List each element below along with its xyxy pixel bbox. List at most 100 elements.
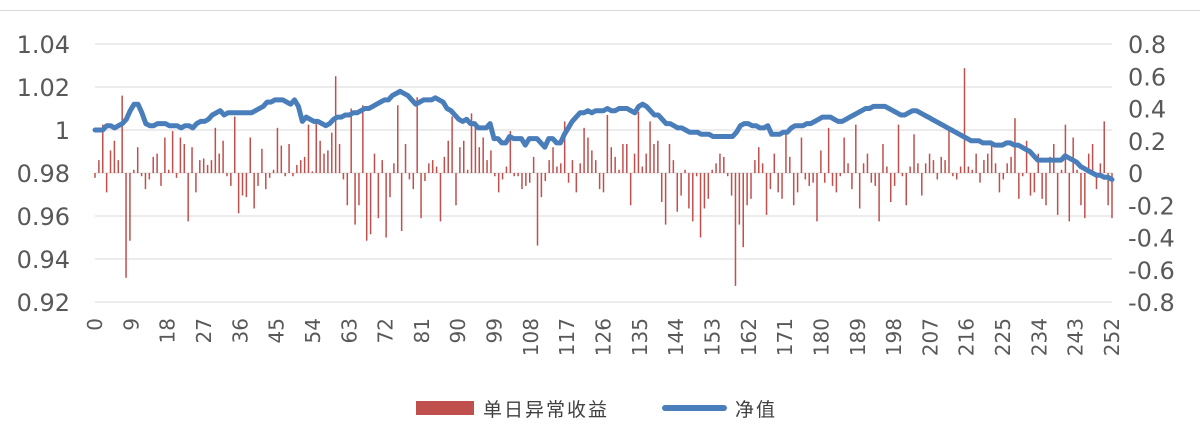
abnormal-return-bar <box>633 153 636 173</box>
abnormal-return-bar <box>175 173 178 178</box>
abnormal-return-bar <box>672 160 675 173</box>
left-tick-label: 0.96 <box>17 203 70 231</box>
x-tick-label: 243 <box>1064 318 1088 356</box>
abnormal-return-bar <box>389 173 391 198</box>
abnormal-return-bar <box>645 153 647 173</box>
abnormal-return-bar <box>785 131 787 173</box>
abnormal-return-bar <box>591 150 593 173</box>
abnormal-return-bar <box>179 137 182 173</box>
abnormal-return-bar <box>1080 173 1082 206</box>
abnormal-return-bar <box>594 160 597 173</box>
x-tick-label: 207 <box>918 318 942 356</box>
abnormal-return-bar <box>521 173 523 190</box>
abnormal-return-bar <box>354 173 356 225</box>
abnormal-return-bar <box>738 173 741 225</box>
left-tick-label: 0.92 <box>17 289 70 317</box>
abnormal-return-bar <box>125 173 127 278</box>
abnormal-return-bar <box>750 173 752 199</box>
abnormal-return-bar <box>1099 163 1102 173</box>
x-tick-label: 189 <box>846 318 870 356</box>
abnormal-return-bar <box>959 166 962 173</box>
abnormal-return-bar <box>688 173 690 209</box>
abnormal-return-bar <box>769 173 772 190</box>
x-tick-label: 27 <box>192 318 216 343</box>
x-tick-label: 18 <box>156 318 180 343</box>
abnormal-return-bar <box>443 156 446 173</box>
abnormal-return-bar <box>831 173 834 186</box>
right-tick-label: 0.6 <box>1128 63 1166 91</box>
abnormal-return-bar <box>416 97 418 173</box>
abnormal-return-bar <box>975 153 977 173</box>
nav-line <box>92 88 1115 182</box>
abnormal-return-bar <box>265 173 267 190</box>
abnormal-return-bar <box>1072 137 1074 173</box>
abnormal-return-bar <box>548 160 550 173</box>
abnormal-return-bar <box>606 114 609 173</box>
abnormal-return-bar <box>210 160 213 173</box>
abnormal-return-bar <box>730 173 733 196</box>
abnormal-return-bar <box>878 173 880 222</box>
abnormal-return-bar <box>715 163 717 173</box>
abnormal-return-bar <box>1087 153 1090 173</box>
abnormal-return-bar <box>719 153 721 173</box>
abnormal-return-bar <box>653 143 655 173</box>
abnormal-return-bar <box>952 173 954 177</box>
abnormal-return-bar <box>901 173 904 177</box>
abnormal-return-bar <box>626 143 628 173</box>
x-tick-label: 72 <box>374 318 398 343</box>
abnormal-return-bar <box>692 173 694 222</box>
abnormal-return-bar <box>614 156 616 173</box>
abnormal-return-bar <box>303 156 306 173</box>
abnormal-return-bar <box>331 132 333 173</box>
right-tick-label: 0.2 <box>1128 128 1166 156</box>
abnormal-return-bar <box>233 116 236 173</box>
abnormal-return-bar <box>847 163 849 173</box>
abnormal-return-bar <box>979 173 981 183</box>
abnormal-return-bar <box>866 153 869 173</box>
abnormal-return-bar <box>451 116 453 173</box>
abnormal-return-bar <box>129 173 131 241</box>
abnormal-return-bar <box>983 160 985 173</box>
abnormal-return-bar <box>540 173 543 198</box>
x-tick-label: 9 <box>119 318 143 331</box>
abnormal-return-bar <box>1002 173 1005 180</box>
abnormal-return-bar <box>385 173 387 238</box>
left-tick-label: 0.94 <box>17 246 70 274</box>
x-tick-label: 36 <box>228 318 252 343</box>
abnormal-return-bar <box>796 173 799 193</box>
abnormal-return-bar <box>160 173 162 186</box>
abnormal-return-bar <box>777 173 779 193</box>
abnormal-return-bar <box>199 160 201 173</box>
abnormal-return-bar <box>913 134 915 173</box>
x-tick-label: 99 <box>483 318 507 343</box>
abnormal-return-bar <box>893 173 896 186</box>
abnormal-return-bar <box>191 147 193 173</box>
abnormal-return-bar <box>296 164 298 173</box>
abnormal-return-bar <box>994 163 997 173</box>
abnormal-return-bar <box>1010 156 1012 173</box>
abnormal-return-bar <box>276 127 279 173</box>
abnormal-return-bar <box>664 173 667 225</box>
abnormal-return-bar <box>439 173 442 222</box>
abnormal-return-bar <box>544 173 547 182</box>
abnormal-return-bar <box>268 173 271 178</box>
abnormal-return-bar <box>299 160 302 173</box>
abnormal-return-bar <box>404 143 407 173</box>
right-tick-label: 0.4 <box>1128 96 1166 124</box>
legend-label-bar: 单日异常收益 <box>483 399 609 421</box>
abnormal-return-bar <box>932 160 935 173</box>
abnormal-return-bar <box>839 173 842 177</box>
abnormal-return-bar <box>812 173 814 183</box>
abnormal-return-bar <box>618 169 620 173</box>
left-tick-label: 1.02 <box>17 74 70 102</box>
abnormal-return-bar <box>851 173 853 190</box>
abnormal-return-bar <box>761 163 764 173</box>
abnormal-return-bar <box>536 173 539 246</box>
abnormal-return-bar <box>435 166 438 173</box>
abnormal-return-bar <box>206 164 209 173</box>
abnormal-return-bar <box>365 173 368 241</box>
abnormal-return-bars <box>94 68 1113 286</box>
abnormal-return-bar <box>517 173 519 177</box>
abnormal-return-bar <box>936 173 939 180</box>
